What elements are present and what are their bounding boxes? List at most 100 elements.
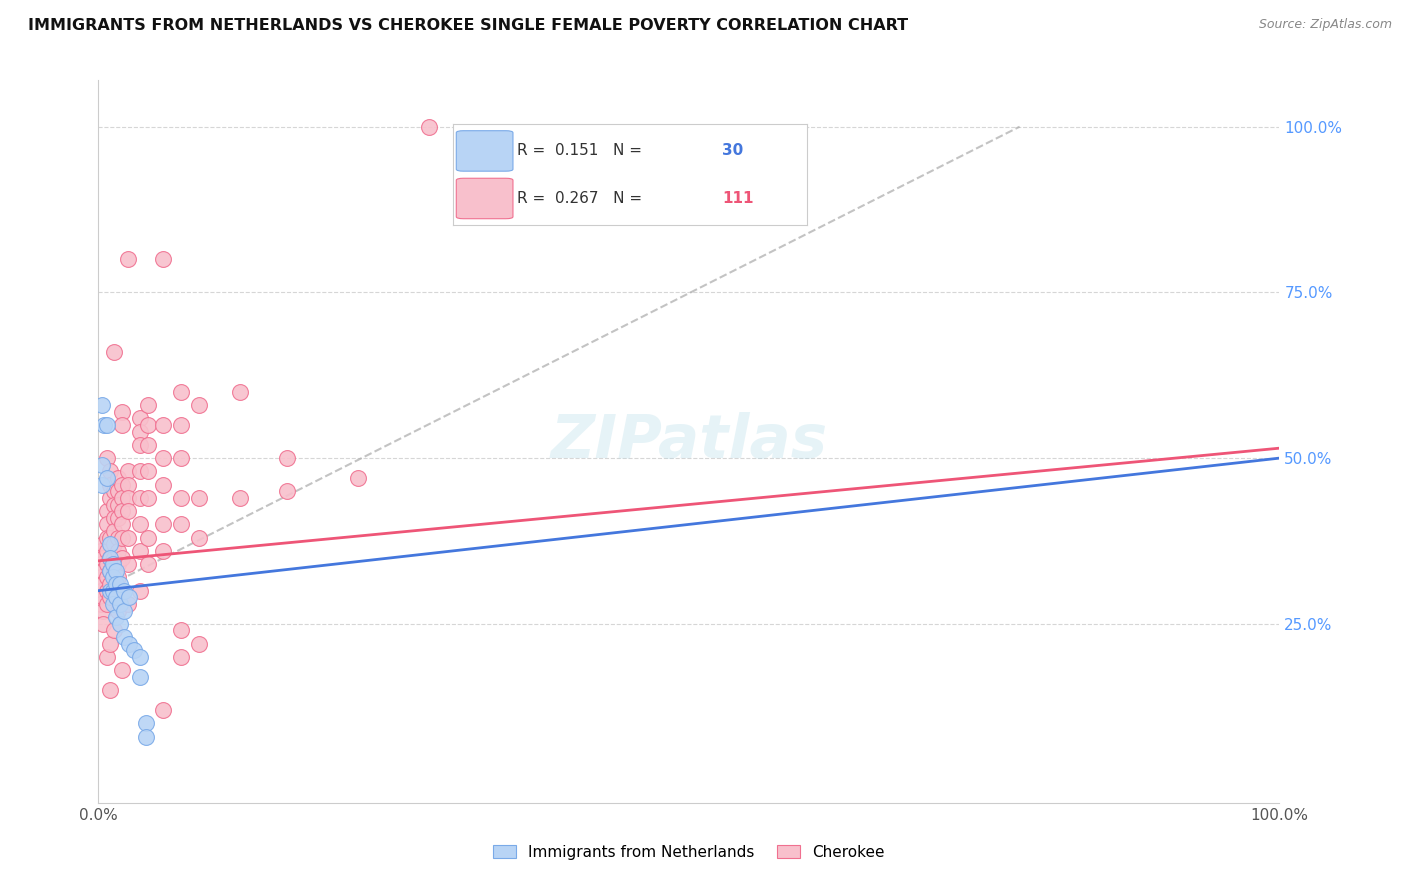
Point: [101, 583, 124, 598]
Point: [91, 591, 114, 605]
Point: [107, 471, 129, 485]
Point: [96, 570, 118, 584]
Point: [152, 252, 174, 267]
Point: [91, 537, 114, 551]
Point: [135, 730, 157, 744]
Point: [91, 477, 114, 491]
Point: [107, 570, 129, 584]
Point: [93, 417, 115, 432]
Point: [170, 491, 193, 505]
Point: [136, 557, 159, 571]
Point: [111, 504, 134, 518]
Point: [96, 597, 118, 611]
Point: [103, 537, 125, 551]
Point: [135, 716, 157, 731]
Point: [111, 550, 134, 565]
Point: [98, 491, 121, 505]
Point: [103, 345, 125, 359]
Point: [103, 624, 125, 638]
Point: [187, 398, 209, 412]
Point: [108, 577, 131, 591]
Point: [118, 637, 141, 651]
Point: [103, 510, 125, 524]
Point: [96, 451, 118, 466]
Point: [128, 583, 150, 598]
Point: [136, 438, 159, 452]
Point: [90, 544, 112, 558]
Point: [91, 458, 114, 472]
Point: [152, 451, 174, 466]
Point: [170, 624, 193, 638]
Text: ZIPatlas: ZIPatlas: [550, 412, 828, 471]
Point: [111, 517, 134, 532]
Point: [128, 670, 150, 684]
Point: [103, 524, 125, 538]
Point: [170, 650, 193, 665]
Point: [112, 583, 135, 598]
Point: [107, 510, 129, 524]
Point: [108, 616, 131, 631]
Point: [103, 484, 125, 499]
Point: [117, 531, 139, 545]
Point: [96, 557, 118, 571]
Point: [136, 531, 159, 545]
Point: [98, 683, 121, 698]
Point: [98, 550, 121, 565]
Point: [170, 384, 193, 399]
Point: [107, 544, 129, 558]
Point: [187, 491, 209, 505]
Point: [187, 531, 209, 545]
Point: [108, 597, 131, 611]
Point: [105, 564, 128, 578]
Point: [170, 417, 193, 432]
Text: IMMIGRANTS FROM NETHERLANDS VS CHEROKEE SINGLE FEMALE POVERTY CORRELATION CHART: IMMIGRANTS FROM NETHERLANDS VS CHEROKEE …: [28, 18, 908, 33]
Point: [98, 477, 121, 491]
Point: [276, 451, 298, 466]
Point: [103, 564, 125, 578]
Point: [91, 564, 114, 578]
Point: [96, 417, 118, 432]
Point: [90, 597, 112, 611]
Point: [136, 417, 159, 432]
Point: [107, 603, 129, 617]
Point: [111, 417, 134, 432]
Point: [96, 531, 118, 545]
Point: [111, 583, 134, 598]
Point: [118, 591, 141, 605]
Point: [90, 570, 112, 584]
Point: [107, 498, 129, 512]
Point: [117, 252, 139, 267]
Point: [98, 531, 121, 545]
Point: [107, 484, 129, 499]
Text: Source: ZipAtlas.com: Source: ZipAtlas.com: [1258, 18, 1392, 31]
Point: [128, 491, 150, 505]
Point: [418, 120, 440, 134]
Point: [96, 583, 118, 598]
Point: [96, 471, 118, 485]
Point: [91, 550, 114, 565]
Point: [105, 577, 128, 591]
Point: [98, 464, 121, 478]
Point: [152, 477, 174, 491]
Point: [111, 663, 134, 677]
Point: [112, 630, 135, 644]
Point: [128, 425, 150, 439]
Point: [117, 491, 139, 505]
Point: [122, 643, 145, 657]
Point: [91, 577, 114, 591]
Point: [91, 616, 114, 631]
Point: [96, 544, 118, 558]
Point: [103, 498, 125, 512]
Point: [187, 637, 209, 651]
Point: [117, 464, 139, 478]
Point: [111, 531, 134, 545]
Point: [98, 637, 121, 651]
Point: [98, 577, 121, 591]
Point: [111, 477, 134, 491]
Point: [117, 477, 139, 491]
Point: [136, 398, 159, 412]
Point: [103, 550, 125, 565]
Point: [128, 438, 150, 452]
Point: [98, 564, 121, 578]
Point: [152, 544, 174, 558]
